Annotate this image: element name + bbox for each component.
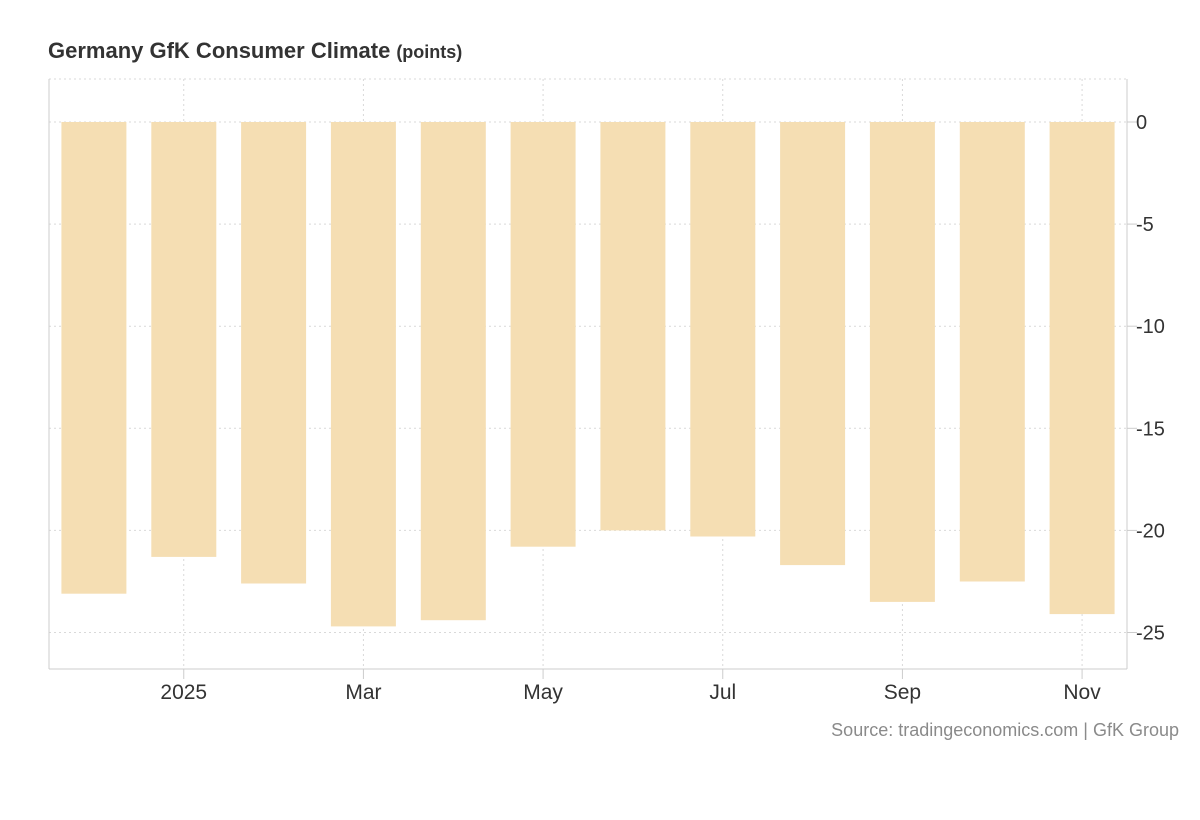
bar (1049, 122, 1115, 615)
chart-unit-label: (points) (396, 42, 463, 62)
axes: 0 -5 -10 -15 -20 -25 2025 Mar May Jul Sep Nov (48, 79, 1165, 704)
bar (869, 122, 935, 602)
x-tick-label: Sep (884, 681, 921, 704)
y-tick-label: -15 (1136, 418, 1165, 440)
chart-title: Germany GfK Consumer Climate (points) (48, 38, 462, 64)
bar (959, 122, 1025, 582)
x-tick-label: Jul (709, 681, 736, 704)
x-tick-label: May (523, 681, 563, 704)
y-tick-label: -5 (1136, 214, 1154, 236)
y-tick-label: -25 (1136, 623, 1165, 645)
bar (600, 122, 666, 531)
chart-title-text: Germany GfK Consumer Climate (48, 38, 391, 63)
y-tick-label: 0 (1136, 112, 1147, 134)
bar (420, 122, 486, 621)
bar (330, 122, 396, 627)
bars (61, 122, 1115, 627)
y-tick-label: -10 (1136, 316, 1165, 338)
source-credit: Source: tradingeconomics.com | GfK Group (831, 720, 1179, 740)
bar (151, 122, 217, 557)
x-tick-label: 2025 (160, 681, 207, 704)
x-tick-label: Nov (1063, 681, 1101, 704)
bar (780, 122, 846, 566)
bar (241, 122, 307, 584)
bar (510, 122, 576, 547)
x-tick-label: Mar (345, 681, 381, 704)
bar (61, 122, 127, 594)
bar (690, 122, 756, 537)
y-tick-label: -20 (1136, 520, 1165, 542)
